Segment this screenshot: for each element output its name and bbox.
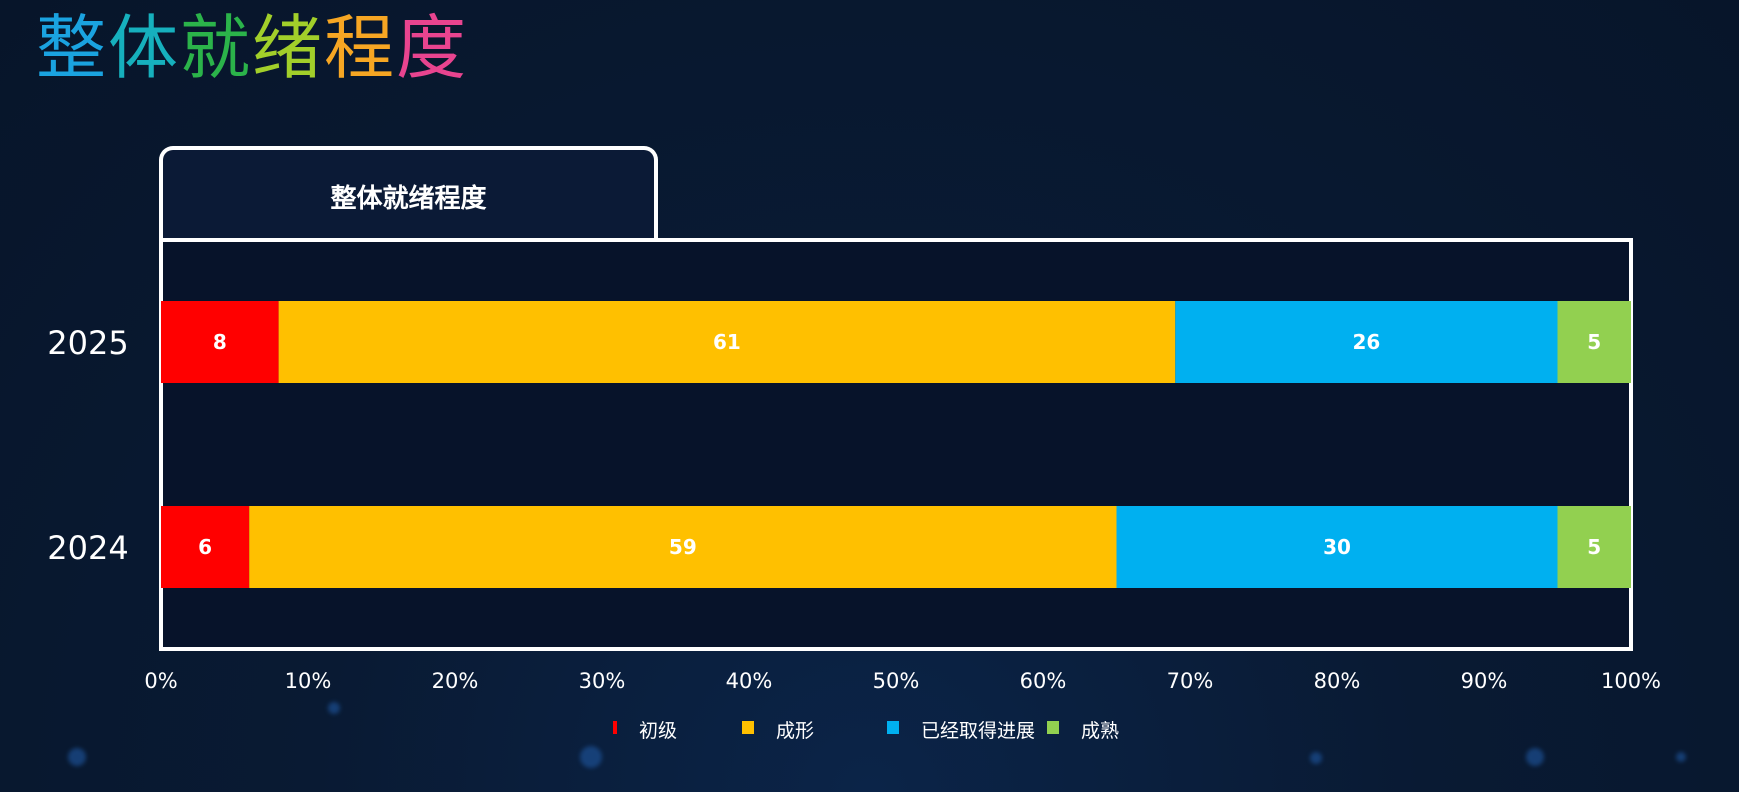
legend-label: 已经取得进展 [921, 720, 1035, 742]
x-tick-label: 40% [726, 669, 773, 693]
legend-label: 成形 [776, 720, 814, 742]
category-label: 2024 [47, 529, 128, 567]
legend-label: 初级 [639, 720, 677, 742]
chart-title-tab: 整体就绪程度 [159, 146, 658, 238]
data-label: 61 [713, 330, 741, 354]
page-title-char: 程 [324, 7, 396, 89]
background-glow-dot [68, 748, 86, 766]
legend-swatch [887, 721, 899, 734]
background-glow-dot [580, 746, 602, 768]
page-title-char: 体 [108, 7, 180, 89]
data-label: 5 [1587, 330, 1601, 354]
background-glow-dot [328, 702, 340, 714]
bar-segment [278, 301, 1176, 383]
bar-segment [1557, 301, 1631, 383]
page-title-char: 绪 [252, 7, 324, 89]
x-tick-label: 90% [1461, 669, 1508, 693]
legend-swatch [613, 721, 617, 734]
background-glow-dot [1676, 752, 1686, 762]
bar-segment [1557, 506, 1631, 588]
data-label: 6 [198, 535, 212, 559]
bar-segment [1175, 301, 1558, 383]
x-tick-label: 30% [579, 669, 626, 693]
page-title-char: 整 [36, 7, 108, 89]
x-tick-label: 20% [432, 669, 479, 693]
page-title-char: 度 [396, 7, 468, 89]
data-label: 5 [1587, 535, 1601, 559]
bar-segment [1116, 506, 1558, 588]
background-glow-dot [1526, 748, 1544, 766]
bar-segment [161, 506, 250, 588]
legend-label: 成熟 [1081, 720, 1119, 742]
page-title: 整体就绪程度 [36, 4, 468, 92]
chart-title: 整体就绪程度 [330, 184, 487, 214]
bar-segment [161, 301, 279, 383]
category-label: 2025 [47, 324, 128, 362]
data-label: 8 [213, 330, 227, 354]
legend-swatch [1047, 721, 1059, 734]
x-tick-label: 80% [1314, 669, 1361, 693]
background-glow-dot [1310, 752, 1322, 764]
data-label: 30 [1323, 535, 1351, 559]
x-tick-label: 10% [285, 669, 332, 693]
data-label: 59 [669, 535, 697, 559]
page-title-char: 就 [180, 7, 252, 89]
x-tick-label: 60% [1020, 669, 1067, 693]
x-tick-label: 100% [1601, 669, 1661, 693]
bar-segment [249, 506, 1117, 588]
legend-swatch [742, 721, 754, 734]
x-tick-label: 70% [1167, 669, 1214, 693]
x-tick-label: 0% [144, 669, 177, 693]
data-label: 26 [1352, 330, 1380, 354]
x-tick-label: 50% [873, 669, 920, 693]
